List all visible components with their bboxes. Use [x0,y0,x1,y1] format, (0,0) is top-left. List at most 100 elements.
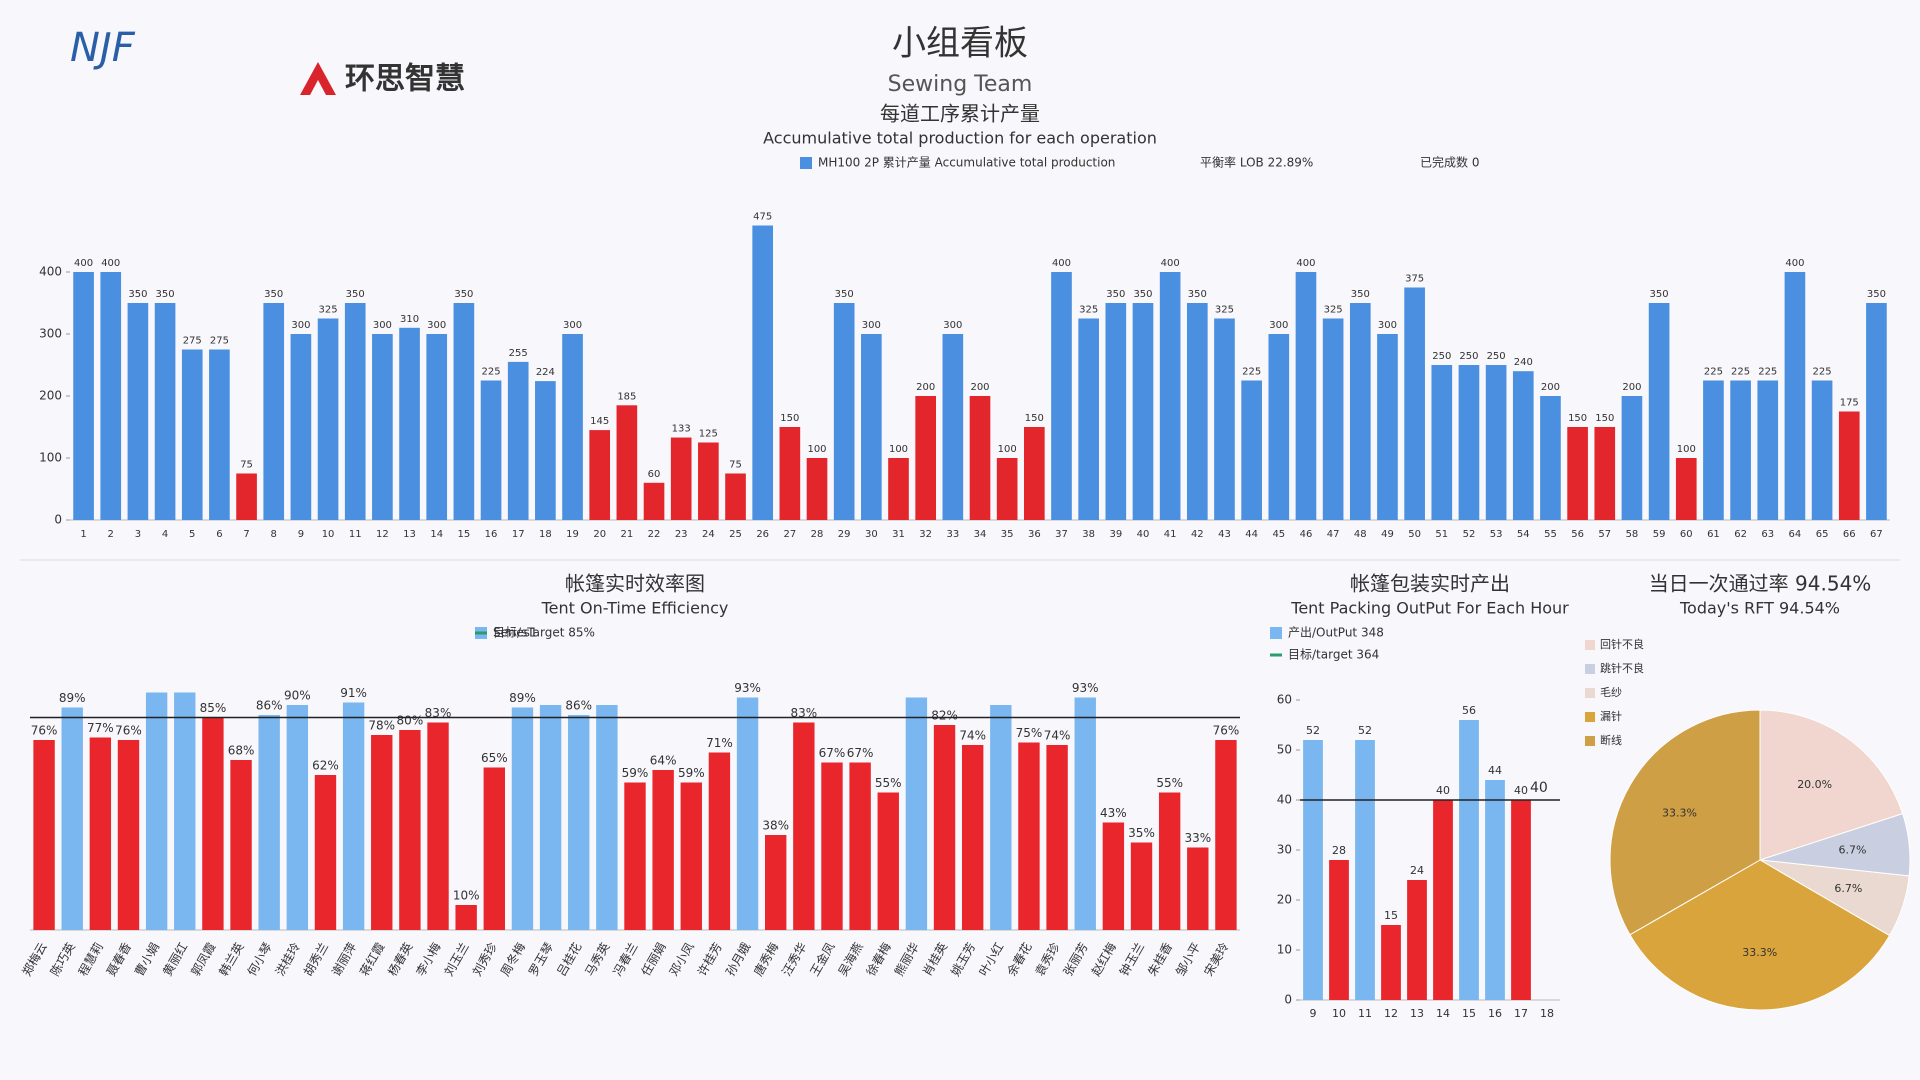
bar [1268,334,1290,520]
value-label: 40 [1436,784,1450,797]
legend-label: 回针不良 [1600,637,1644,651]
value-label: 175 [1840,398,1859,409]
y-tick-label: 400 [39,265,62,279]
bar [1214,318,1235,520]
value-label: 250 [1432,351,1451,362]
x-tick-label: 46 [1300,529,1313,540]
bar [399,730,421,930]
bar [1322,318,1344,520]
bar [589,430,611,520]
value-label: 350 [1650,289,1669,300]
y-tick-label: 200 [39,389,62,403]
bar [1355,740,1375,1000]
bar [535,381,556,520]
y-tick-label: 30 [1277,843,1292,857]
bar [996,458,1018,520]
x-tick-label: 19 [566,529,579,540]
legend-swatch [1585,712,1595,722]
value-label: 400 [74,258,93,269]
value-label: 225 [1731,367,1750,378]
x-tick-label: 7 [243,529,249,540]
bar [258,715,280,930]
chart-title: 帐篷实时效率图 [565,572,705,596]
value-label: 55% [875,776,902,790]
x-tick-label: 59 [1653,529,1666,540]
x-tick-label: 6 [216,529,222,540]
bar [1594,427,1616,520]
value-label: 67% [819,746,846,760]
y-tick-label: 20 [1277,893,1292,907]
value-label: 76% [1213,724,1240,738]
bar [861,334,882,520]
bar [1648,303,1670,520]
legend-swatch [1585,688,1595,698]
chart-subtitle: Today's RFT 94.54% [1679,599,1840,618]
bar [1158,792,1181,930]
bar [100,272,122,520]
bar [942,334,964,520]
x-tick-label: 18 [1540,1007,1554,1020]
x-tick-label: 62 [1734,529,1747,540]
value-label: 255 [509,348,528,359]
x-tick-label: 8 [271,529,277,540]
bar [1187,847,1209,930]
x-tick-label: 16 [1488,1007,1502,1020]
target-label: 40 [1530,780,1548,796]
value-label: 100 [807,444,826,455]
value-label: 83% [425,706,452,720]
annotation: 已完成数 0 [1420,155,1479,170]
value-label: 75% [1016,726,1043,740]
value-label: 93% [1072,681,1099,695]
value-label: 150 [1568,413,1587,424]
x-tick-label: 40 [1137,529,1150,540]
chart-title: 帐篷包装实时产出 [1350,572,1510,596]
x-tick-label: 1 [80,529,86,540]
value-label: 90% [284,689,311,703]
x-tick-label: 3 [135,529,141,540]
value-label: 300 [943,320,962,331]
bar [1757,380,1779,520]
bar [793,722,815,930]
value-label: 350 [1351,289,1370,300]
x-tick-label: 57 [1598,529,1611,540]
x-tick-label: 31 [892,529,905,540]
bar [539,705,562,930]
bar [670,437,692,520]
value-label: 300 [563,320,582,331]
value-label: 65% [481,751,508,765]
x-tick-label: 66 [1843,529,1856,540]
value-label: 275 [210,336,229,347]
x-tick-label: 9 [298,529,304,540]
y-tick-label: 100 [39,451,62,465]
bar [915,396,936,520]
x-tick-label: 14 [1436,1007,1450,1020]
slice-label: 6.7% [1834,882,1862,895]
value-label: 150 [1025,413,1044,424]
chart-subtitle: Tent Packing OutPut For Each Hour [1290,599,1569,618]
bar [969,396,991,520]
legend-label: 产出/OutPut 348 [1288,626,1384,640]
bar [1132,303,1154,520]
bar [833,303,855,520]
bar [1540,396,1561,520]
x-tick-label: 15 [1462,1007,1476,1020]
value-label: 325 [319,305,338,316]
legend-label: MH100 2P 累计产量 Accumulative total product… [818,156,1115,170]
value-label: 10% [453,889,480,903]
x-tick-label: 45 [1272,529,1285,540]
bar [1102,822,1125,930]
y-tick-label: 60 [1277,693,1292,707]
value-label: 400 [1161,258,1180,269]
value-label: 145 [590,416,609,427]
bar [765,835,787,930]
bar [371,735,393,930]
chart-title: 当日一次通过率 94.54% [1649,572,1872,596]
bar [1078,318,1099,520]
value-label: 275 [183,336,202,347]
value-label: 225 [1758,367,1777,378]
value-label: 225 [1704,367,1723,378]
x-tick-label: 63 [1761,529,1774,540]
value-label: 225 [1242,367,1261,378]
x-tick-label: 58 [1626,529,1639,540]
